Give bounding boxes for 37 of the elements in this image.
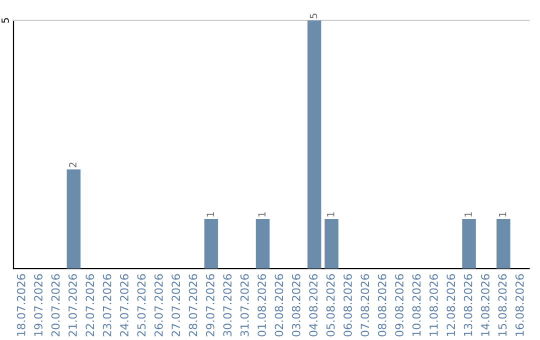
- x-tick-label: 13.08.2026: [464, 274, 472, 336]
- x-tick-label: 02.08.2026: [274, 274, 284, 336]
- x-tick-label: 11.08.2026: [429, 274, 438, 336]
- data-label: 1: [206, 212, 214, 217]
- x-tick-label: 19.07.2026: [34, 274, 43, 336]
- data-label: 5: [310, 14, 318, 18]
- x-tick-label: 23.07.2026: [102, 274, 112, 336]
- x-tick-label: 18.07.2026: [16, 274, 26, 336]
- x-tick-label: 20.07.2026: [51, 274, 60, 336]
- x-tick-label: 03.08.2026: [292, 274, 300, 336]
- x-tick-label: 01.08.2026: [258, 274, 266, 336]
- x-tick-label: 04.08.2026: [309, 274, 318, 336]
- x-tick-label: 22.07.2026: [86, 274, 94, 336]
- x-tick-label: 29.07.2026: [206, 274, 214, 336]
- x-tick-label: 05.08.2026: [326, 274, 335, 336]
- x-tick-label: 16.08.2026: [515, 274, 524, 336]
- x-tick-label: 07.08.2026: [360, 274, 370, 336]
- x-tick-label: 28.07.2026: [188, 274, 198, 336]
- data-label: 1: [327, 212, 334, 217]
- data-label: 1: [499, 212, 506, 217]
- data-label: 1: [258, 212, 266, 217]
- x-tick-label: 25.07.2026: [137, 274, 146, 336]
- x-tick-label: 12.08.2026: [446, 274, 456, 336]
- x-tick-label: 30.07.2026: [223, 274, 232, 336]
- x-tick-label: 10.08.2026: [412, 274, 421, 336]
- x-tick-label: 27.07.2026: [172, 274, 180, 336]
- x-tick-label: 24.07.2026: [120, 274, 128, 336]
- x-tick-label: 09.08.2026: [395, 274, 404, 336]
- x-tick-label: 31.07.2026: [240, 274, 249, 336]
- data-label: 1: [464, 212, 472, 217]
- x-tick-label: 26.07.2026: [154, 274, 163, 336]
- x-tick-label: 14.08.2026: [481, 274, 490, 336]
- x-tick-label: 21.07.2026: [68, 274, 77, 336]
- x-tick-label: 08.08.2026: [378, 274, 386, 336]
- x-tick-label: 06.08.2026: [344, 274, 352, 336]
- data-label: 2: [69, 162, 76, 168]
- x-tick-label: 15.08.2026: [498, 274, 507, 336]
